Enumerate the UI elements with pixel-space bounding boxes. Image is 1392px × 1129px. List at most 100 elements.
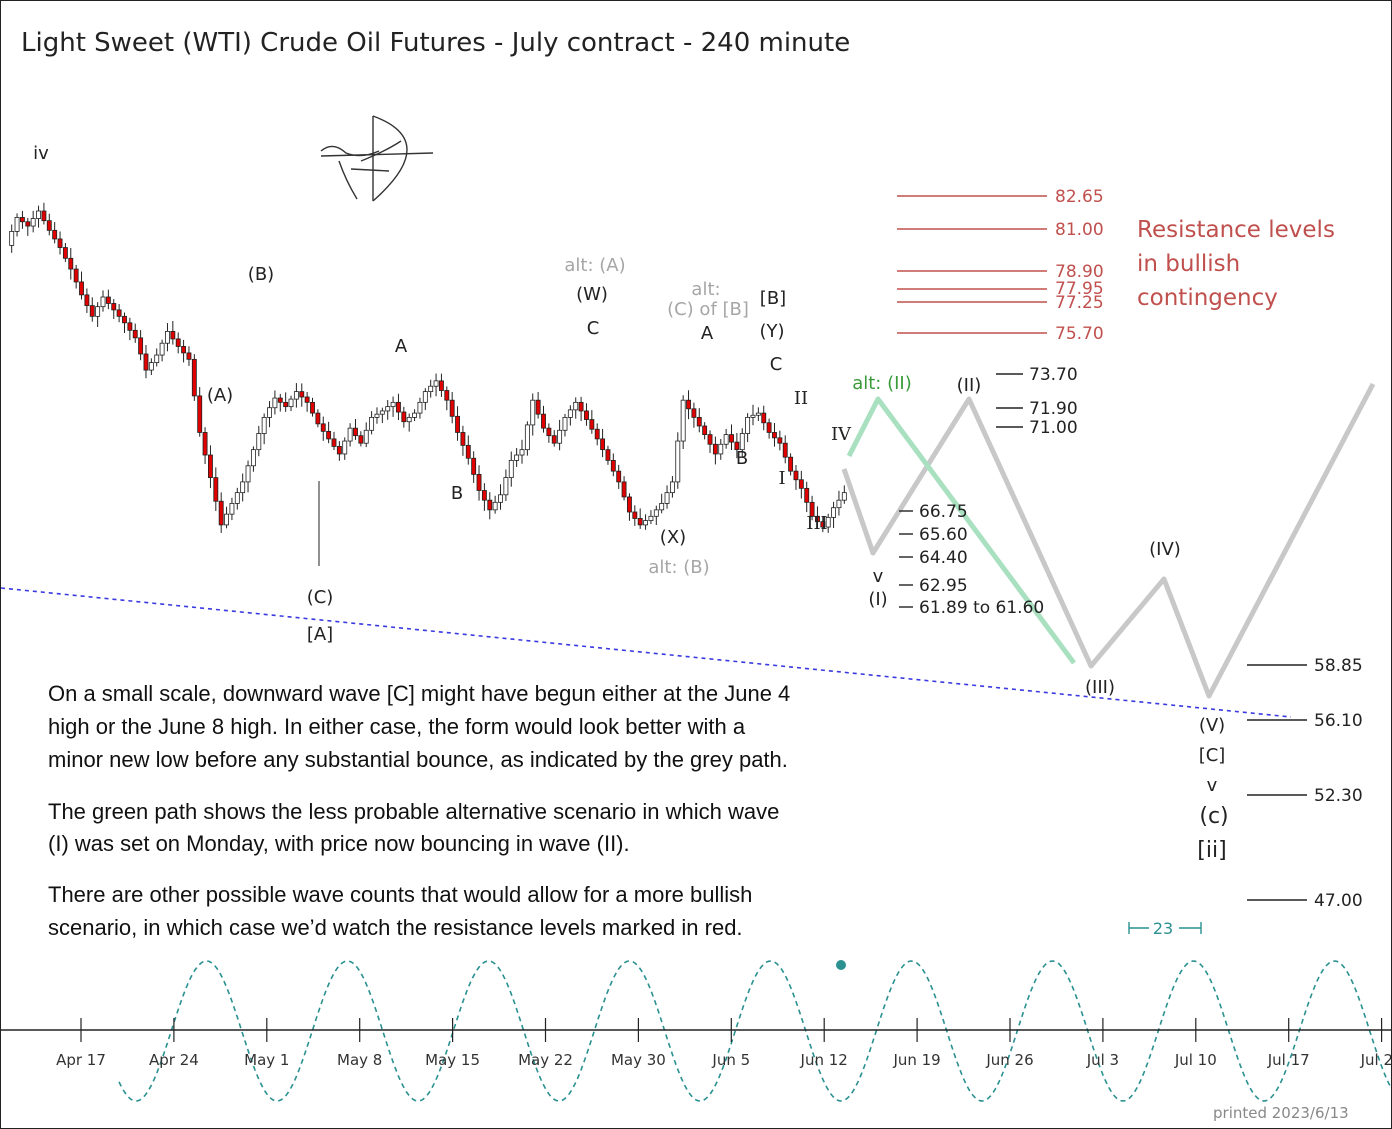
note-line: There are other possible wave counts tha…	[48, 882, 752, 907]
x-tick-label: May 15	[425, 1051, 480, 1069]
wave-label: II	[794, 388, 808, 409]
candle-body	[304, 396, 310, 403]
wave-label-alt: (C) of [B]	[667, 299, 749, 320]
wave-label-alt: alt: (B)	[648, 557, 709, 578]
candle-body	[610, 459, 616, 472]
wave-label: (C)	[307, 587, 334, 608]
resistance-label: 77.25	[1055, 293, 1104, 313]
x-tick-label: May 30	[611, 1051, 666, 1069]
candle-body	[541, 413, 546, 429]
candle-body	[745, 416, 751, 434]
candle-body	[761, 412, 767, 424]
candle-body	[347, 427, 353, 442]
candle-body	[30, 218, 36, 227]
candle-body	[836, 499, 842, 509]
candle-body	[95, 306, 101, 317]
candle-body	[551, 435, 557, 444]
wave-label: (B)	[248, 264, 274, 285]
candle-body	[186, 352, 192, 360]
resistance-note: contingency	[1137, 285, 1278, 311]
candle-body	[68, 257, 74, 270]
candle-body	[197, 395, 203, 433]
candle-body	[326, 430, 332, 440]
x-tick-label: Jun 26	[985, 1051, 1033, 1069]
candle-body	[567, 409, 573, 418]
candle-body	[127, 322, 133, 331]
wave-label: I	[778, 468, 785, 489]
candle-body	[299, 391, 305, 398]
wave-label-alt-green: alt: (II)	[852, 373, 912, 394]
commentary: On a small scale, downward wave [C] migh…	[48, 681, 790, 940]
candle-body	[288, 398, 294, 408]
x-tick-label: May 22	[518, 1051, 573, 1069]
resistance-note: Resistance levels	[1137, 217, 1335, 243]
candle-body	[669, 481, 675, 494]
candle-body	[589, 419, 595, 430]
candle-body	[100, 296, 106, 308]
candle-body	[283, 401, 289, 408]
x-tick-label: Jun 12	[800, 1051, 848, 1069]
candle-body	[84, 294, 90, 307]
cycle-length-label: 23	[1153, 919, 1173, 938]
candle-body	[422, 391, 428, 403]
x-tick-label: Jul 3	[1086, 1051, 1119, 1069]
candle-body	[374, 413, 380, 418]
candle-body	[584, 410, 589, 420]
candle-body	[105, 296, 111, 304]
candle-body	[788, 456, 794, 472]
candle-body	[191, 358, 197, 397]
candle-body	[396, 401, 401, 413]
candle-body	[143, 353, 149, 371]
candle-body	[632, 511, 638, 519]
wave-label: [B]	[760, 288, 786, 309]
wave-label: (X)	[660, 527, 686, 548]
wave-label-iv: iv	[33, 143, 49, 164]
candle-body	[250, 449, 256, 467]
candle-body	[535, 399, 541, 415]
candle-body	[449, 399, 455, 417]
level-label: 61.89 to 61.60	[919, 598, 1044, 618]
candle-body	[707, 434, 713, 445]
wave-label: III	[806, 513, 827, 534]
level-label: 66.75	[919, 502, 968, 522]
archer-logo-icon	[320, 115, 434, 202]
resistance-label: 81.00	[1055, 220, 1104, 240]
candle-body	[261, 416, 267, 434]
grey-projection-path	[841, 382, 1376, 699]
candle-body	[772, 432, 777, 439]
candle-body	[600, 438, 606, 451]
candle-body	[14, 217, 20, 232]
wave-label: (III)	[1085, 677, 1115, 698]
candle-body	[73, 268, 79, 283]
candle-body	[175, 338, 181, 347]
candle-body	[165, 330, 170, 344]
candle-body	[777, 437, 783, 444]
candle-body	[116, 309, 122, 317]
candle-body	[471, 457, 477, 475]
wave-label: (I)	[868, 589, 887, 610]
candle-body	[831, 507, 837, 518]
candle-body	[224, 513, 229, 526]
candle-body	[52, 229, 58, 240]
candlestick-series	[9, 202, 847, 566]
candle-body	[696, 416, 702, 427]
candle-body	[293, 391, 299, 400]
resistance-label: 82.65	[1055, 187, 1104, 207]
candle-body	[804, 487, 810, 503]
wave-label: B	[736, 448, 748, 469]
candle-body	[492, 501, 498, 511]
x-tick-label: Apr 24	[149, 1051, 199, 1069]
candle-body	[723, 434, 729, 445]
wave-label: B	[451, 483, 463, 504]
resistance-label: 78.90	[1055, 262, 1104, 282]
wave-label: A	[395, 336, 408, 357]
level-label: 71.90	[1029, 399, 1078, 419]
wave-label: (c)	[1199, 804, 1228, 829]
candle-body	[353, 427, 358, 437]
candle-body	[159, 342, 165, 356]
candle-body	[363, 429, 369, 444]
candle-body	[213, 477, 219, 502]
level-label: 65.60	[919, 525, 968, 545]
